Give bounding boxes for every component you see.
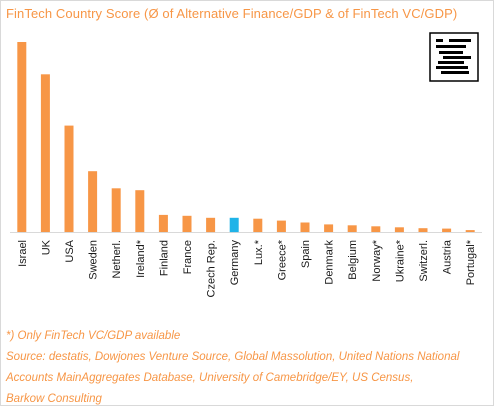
x-tick-label: Finland	[158, 240, 170, 276]
bar-ireland	[135, 190, 145, 232]
x-tick-label: France	[182, 240, 194, 274]
bar-lux	[253, 218, 263, 232]
bar-israel	[17, 42, 27, 232]
x-tick-label: Spain	[300, 240, 312, 268]
x-tick-label: Greece*	[276, 239, 288, 280]
bar-spain	[300, 222, 310, 232]
x-tick-label: Lux.*	[253, 239, 265, 265]
bar-sweden	[88, 171, 98, 232]
bar-usa	[64, 125, 74, 232]
x-tick-label: Denmark	[324, 240, 336, 285]
bar-greece	[276, 220, 286, 232]
bar-finland	[158, 214, 168, 232]
bar-ukraine	[394, 227, 404, 233]
x-tick-label: Israel	[17, 240, 29, 267]
chart-title: FinTech Country Score (Ø of Alternative …	[6, 6, 458, 21]
x-tick-label: Ireland*	[135, 239, 147, 278]
x-tick-label: Germany	[229, 240, 241, 286]
bar-austria	[442, 228, 452, 232]
bar-france	[182, 215, 192, 232]
x-tick-label: Portugal*	[465, 239, 477, 285]
bar-norway	[371, 226, 381, 232]
source-line-2: Accounts MainAggregates Database, Univer…	[6, 372, 414, 384]
x-tick-label: UK	[40, 239, 52, 255]
source-line-1: Source: destatis, Dowjones Venture Sourc…	[6, 351, 460, 363]
bar-czech-rep	[206, 217, 216, 233]
x-tick-label: Norway*	[371, 239, 383, 281]
bar-denmark	[324, 224, 334, 232]
bar-portugal	[465, 230, 475, 232]
x-tick-label: Sweden	[88, 240, 100, 280]
bar-chart: Israel UK USA Sweden Netherl. Ireland* Finland…	[10, 42, 482, 297]
bar-belgium	[347, 225, 357, 232]
bar-switzerl	[418, 228, 428, 232]
x-tick-label: Netherl.	[111, 240, 123, 279]
x-tick-label: Switzerl.	[418, 240, 430, 282]
source-line-3: Barkow Consulting	[6, 393, 102, 405]
barkow-consulting-logo-icon	[429, 32, 479, 82]
footnote: *) Only FinTech VC/GDP available	[6, 330, 181, 342]
chart-notes: *) Only FinTech VC/GDP available Source:…	[6, 326, 459, 410]
x-tick-label: Czech Rep.	[206, 240, 218, 297]
x-tick-label: Ukraine*	[394, 239, 406, 282]
x-tick-label: USA	[64, 239, 76, 262]
bar-germany	[229, 217, 239, 233]
bar-uk	[40, 74, 50, 232]
bar-netherl	[111, 188, 121, 232]
x-tick-label: Austria	[442, 239, 454, 274]
x-tick-label: Belgium	[347, 240, 359, 280]
